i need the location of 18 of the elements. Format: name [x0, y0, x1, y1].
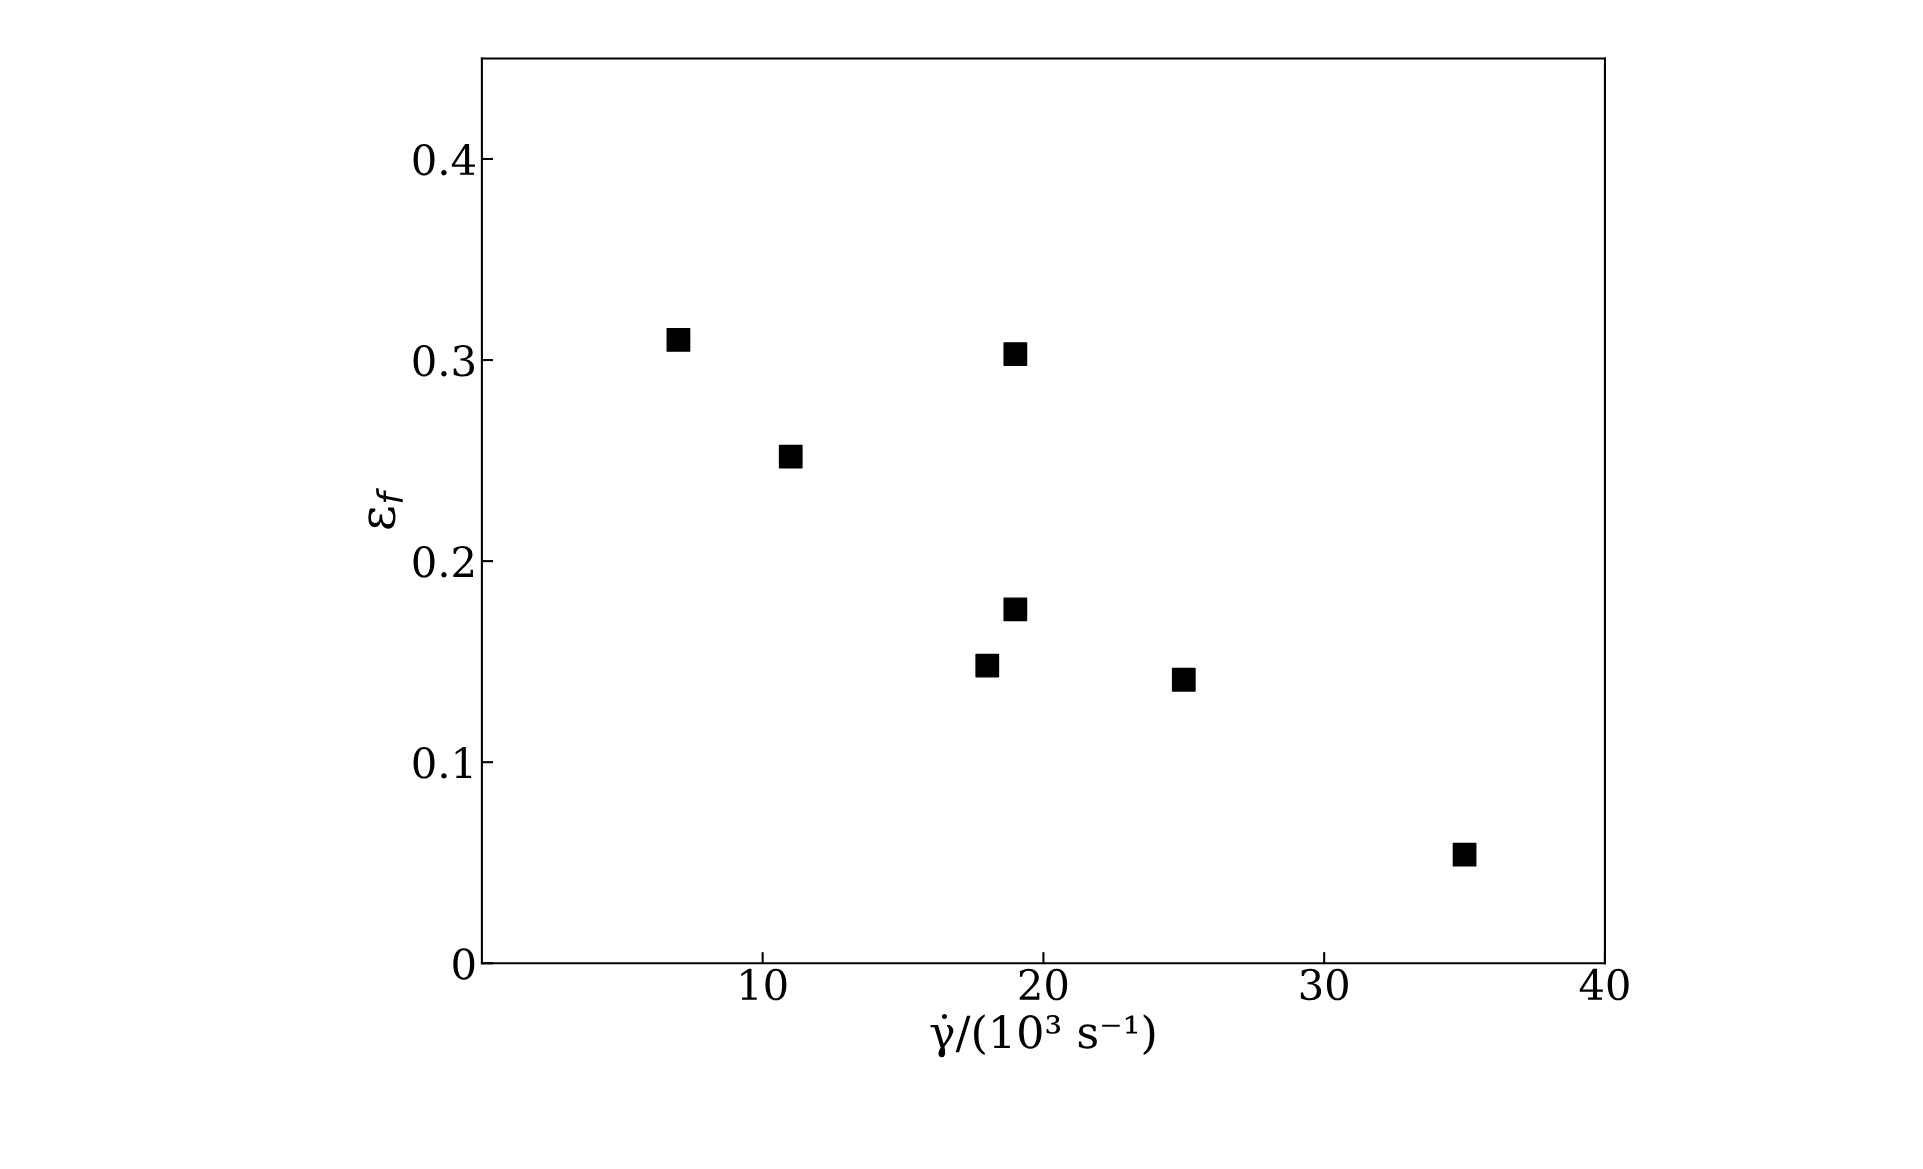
x-tick-label: 40 [1579, 968, 1629, 1001]
y-tick-label: 0.1 [413, 747, 472, 779]
point [1452, 842, 1477, 867]
y-tick-label: 0.3 [413, 344, 474, 377]
y-axis-title: ε$_{f}$ [368, 487, 403, 529]
x-tick-label: 20 [1019, 968, 1068, 1001]
point [1171, 667, 1196, 692]
x-tick-label: 10 [741, 968, 787, 1001]
point [975, 653, 1000, 678]
x-tick-label: 30 [1300, 968, 1348, 1001]
point [778, 444, 803, 469]
x-axis-title: γ̇/(10³ s⁻¹) [930, 1014, 1155, 1058]
point [666, 328, 691, 352]
point [1003, 342, 1028, 366]
y-tick-label: 0 [453, 948, 475, 980]
y-tick-label: 0.4 [413, 143, 475, 176]
y-tick-label: 0.2 [413, 546, 473, 578]
point [1003, 597, 1028, 622]
